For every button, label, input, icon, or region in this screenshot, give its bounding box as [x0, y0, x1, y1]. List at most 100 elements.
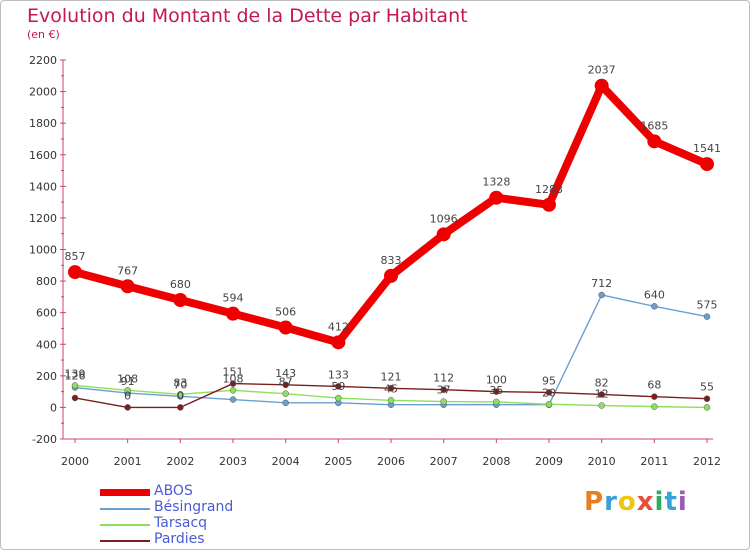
logo-letter: i	[677, 487, 688, 517]
chart-legend: ABOS Bésingrand Tarsacq Pardies	[100, 483, 360, 548]
y-tick-label: 0	[50, 401, 57, 414]
data-point	[68, 265, 82, 280]
data-label: 151	[223, 366, 244, 379]
data-label: 640	[644, 288, 665, 301]
y-tick-label: 400	[36, 338, 57, 351]
data-label: 0	[177, 389, 184, 402]
data-point	[489, 190, 504, 205]
data-label: 594	[223, 292, 244, 305]
data-label: 112	[433, 372, 454, 385]
data-label: 59	[331, 380, 345, 393]
logo-letter: i	[654, 487, 665, 517]
logo-letter: t	[664, 487, 678, 517]
data-point	[331, 335, 346, 350]
logo-letter: x	[636, 487, 655, 517]
data-point	[703, 395, 711, 402]
data-label: 35	[489, 384, 503, 397]
y-tick-label: 1800	[29, 117, 57, 130]
data-label: 126	[65, 370, 86, 383]
x-tick-label: 2000	[61, 455, 89, 468]
data-label: 83	[173, 376, 187, 389]
logo-letter: o	[617, 487, 637, 517]
chart-title: Evolution du Montant de la Dette par Hab…	[27, 5, 468, 27]
data-point	[703, 404, 711, 411]
data-point	[651, 393, 658, 400]
data-label: 100	[486, 374, 507, 387]
data-point	[71, 382, 79, 389]
x-tick-label: 2010	[588, 455, 616, 468]
data-label: 767	[117, 264, 138, 277]
data-label: 143	[275, 367, 296, 380]
data-point	[124, 387, 131, 394]
data-point	[282, 390, 289, 397]
data-point	[493, 388, 500, 395]
data-label: 12	[595, 388, 609, 401]
data-point	[71, 394, 79, 402]
x-tick-label: 2005	[324, 455, 352, 468]
data-label: 121	[381, 370, 402, 383]
data-point	[384, 268, 398, 283]
data-point	[647, 134, 662, 149]
data-point	[598, 391, 605, 398]
data-point	[335, 394, 342, 402]
x-tick-label: 2006	[377, 455, 405, 468]
y-tick-label: 1000	[29, 244, 57, 257]
y-tick-label: 1600	[29, 149, 57, 162]
data-label: 680	[170, 278, 191, 291]
y-tick-label: 2000	[29, 86, 57, 99]
data-point	[177, 391, 184, 398]
data-point	[282, 399, 289, 407]
data-point	[436, 227, 451, 242]
data-label: 575	[697, 299, 718, 312]
data-label: 1283	[535, 183, 563, 196]
data-point	[542, 197, 556, 212]
legend-label: Bésingrand	[154, 499, 234, 515]
data-label: 412	[328, 320, 349, 333]
data-point	[173, 293, 188, 308]
data-point	[278, 320, 293, 335]
data-label: 1541	[693, 142, 721, 155]
data-label: 833	[381, 254, 402, 267]
legend-label: Pardies	[154, 531, 205, 547]
data-label: 55	[700, 381, 714, 394]
x-tick-label: 2007	[430, 455, 458, 468]
legend-label: Tarsacq	[154, 515, 208, 531]
legend-swatch	[100, 524, 150, 526]
proxiti-logo: Proxiti	[584, 487, 688, 517]
data-point	[594, 78, 609, 93]
data-point	[598, 291, 605, 299]
data-point	[124, 404, 131, 411]
chart-subtitle: (en €)	[27, 28, 60, 41]
data-point	[120, 279, 135, 294]
data-label: 0	[124, 389, 131, 402]
data-point	[493, 398, 500, 406]
y-tick-label: -200	[32, 433, 57, 446]
data-point	[229, 387, 237, 394]
data-label: 1685	[640, 119, 668, 132]
x-tick-label: 2011	[640, 455, 668, 468]
data-point	[651, 403, 658, 410]
legend-swatch	[100, 489, 150, 496]
data-label: 712	[591, 277, 612, 290]
y-tick-label: 1200	[29, 212, 57, 225]
series-line-abos	[71, 81, 711, 347]
data-label: 45	[384, 382, 398, 395]
data-label: 37	[437, 384, 451, 397]
data-label: 2037	[588, 64, 616, 77]
data-label: 139	[65, 367, 86, 380]
y-tick-label: 1400	[29, 180, 57, 193]
data-point	[440, 386, 447, 393]
data-point	[545, 401, 553, 408]
data-label: 857	[65, 250, 86, 263]
x-tick-label: 2012	[693, 455, 721, 468]
y-tick-label: 200	[36, 370, 57, 383]
legend-swatch	[100, 508, 150, 510]
y-tick-label: 2200	[29, 54, 57, 67]
data-label: 506	[275, 306, 296, 319]
legend-item: Tarsacq	[100, 515, 360, 532]
data-point	[700, 157, 714, 172]
data-point	[440, 398, 447, 405]
x-tick-label: 2003	[219, 455, 247, 468]
data-label: 82	[595, 376, 609, 389]
